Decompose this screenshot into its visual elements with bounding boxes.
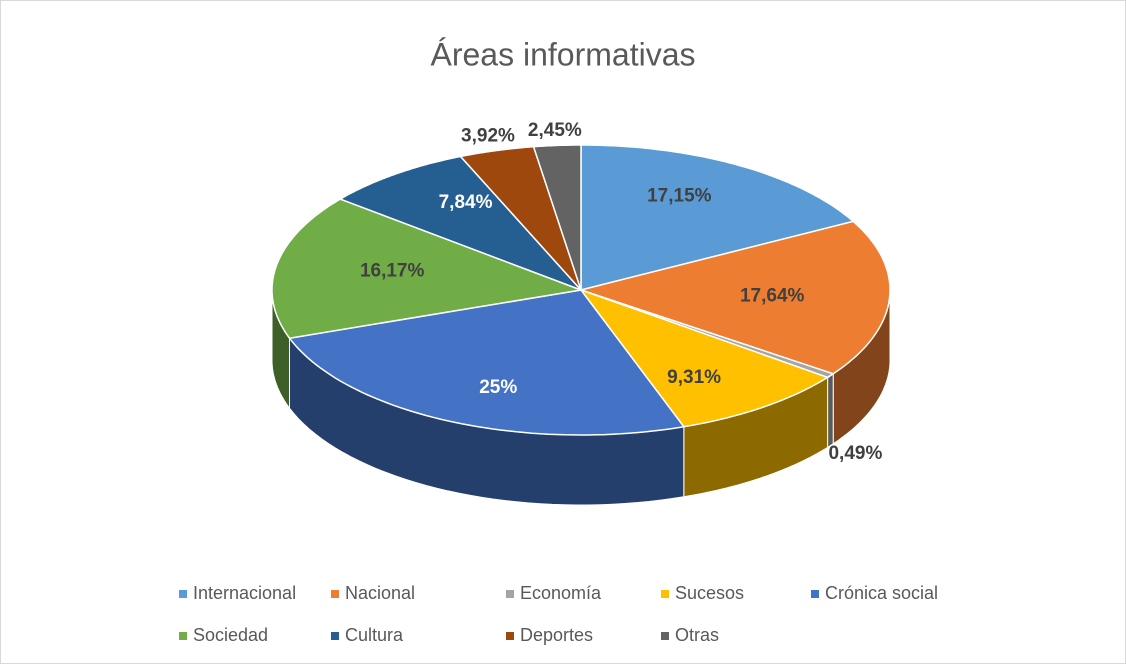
legend-label: Economía xyxy=(520,583,602,603)
slice xyxy=(271,198,584,340)
legend-label: Internacional xyxy=(193,583,296,603)
legend-swatch xyxy=(506,632,514,640)
slice xyxy=(578,220,891,375)
data-label: 3,92% xyxy=(461,126,515,147)
legend-label: Sucesos xyxy=(675,583,744,603)
legend-label: Otras xyxy=(675,625,719,645)
data-label: 25% xyxy=(479,377,517,398)
legend-label: Crónica social xyxy=(825,583,938,603)
data-label: 9,31% xyxy=(667,367,721,388)
data-label: 17,15% xyxy=(647,186,712,207)
slice xyxy=(338,155,582,291)
slice-side xyxy=(827,373,834,449)
slice xyxy=(532,144,582,291)
data-label: 7,84% xyxy=(439,192,493,213)
data-label: 0,49% xyxy=(828,443,882,464)
slice xyxy=(578,288,830,428)
legend-swatch xyxy=(811,590,819,598)
legend-label: Cultura xyxy=(345,625,404,645)
data-label: 16,17% xyxy=(360,261,425,282)
legend-swatch xyxy=(506,590,514,598)
legend-label: Sociedad xyxy=(193,625,268,645)
legend-swatch xyxy=(661,590,669,598)
legend-swatch xyxy=(331,590,339,598)
legend-swatch xyxy=(179,590,187,598)
data-label: 2,45% xyxy=(528,120,582,141)
legend-label: Nacional xyxy=(345,583,415,603)
legend-swatch xyxy=(331,632,339,640)
slice xyxy=(459,145,582,291)
slice xyxy=(580,144,855,291)
legend-label: Deportes xyxy=(520,625,593,645)
legend-swatch xyxy=(179,632,187,640)
data-label: 17,64% xyxy=(740,286,805,307)
chart-title: Áreas informativas xyxy=(431,36,696,72)
slice xyxy=(288,289,686,436)
legend-swatch xyxy=(661,632,669,640)
